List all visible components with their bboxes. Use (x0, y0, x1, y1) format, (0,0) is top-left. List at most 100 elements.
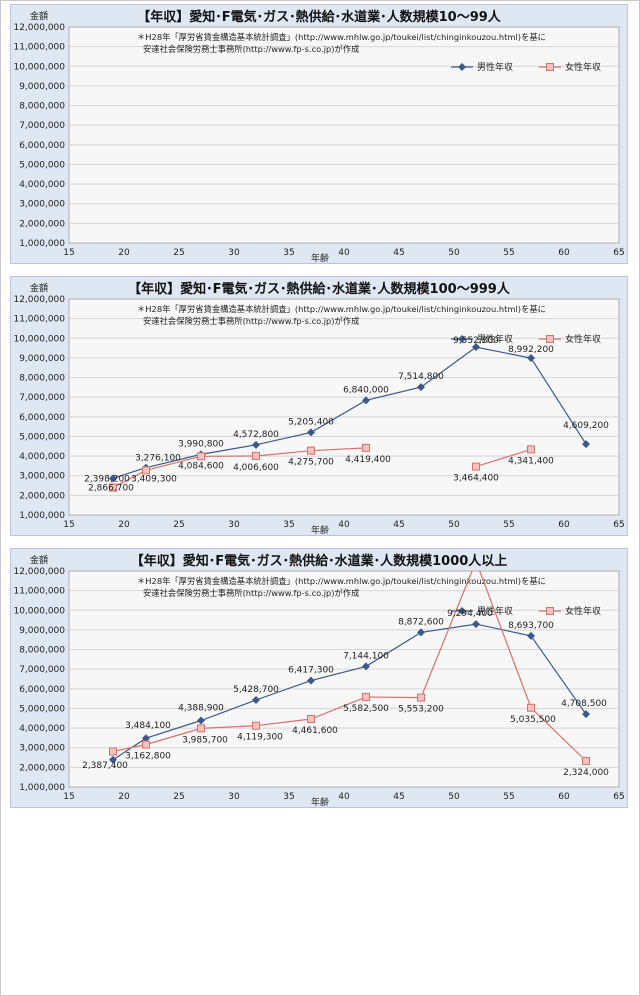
x-tick-label: 65 (613, 248, 624, 258)
female-data-point (362, 693, 370, 702)
y-tick-label: 12,000,000 (13, 23, 65, 33)
y-tick-label: 8,000,000 (19, 646, 65, 656)
y-tick-label: 9,000,000 (19, 354, 65, 364)
y-tick-label: 6,000,000 (19, 413, 65, 423)
x-tick-label: 50 (448, 248, 460, 258)
female-data-point (417, 693, 425, 702)
y-tick-label: 7,000,000 (19, 393, 65, 403)
male-data-point (472, 343, 480, 352)
plot-area (68, 298, 620, 516)
x-tick-label: 55 (503, 248, 514, 258)
legend-male-label: 男性年収 (477, 61, 513, 73)
x-tick-label: 45 (393, 248, 404, 258)
legend-female-marker (546, 335, 554, 343)
female-data-point (109, 747, 117, 756)
y-tick-label: 1,000,000 (19, 239, 65, 249)
male-data-point (417, 628, 425, 637)
y-tick-label: 4,000,000 (19, 452, 65, 462)
male-series-line (112, 346, 587, 479)
female-data-point (307, 446, 315, 455)
x-tick-label: 60 (558, 792, 570, 802)
female-data-label: 4,419,400 (345, 455, 391, 465)
y-axis-label: 金額 (30, 10, 48, 22)
y-tick-label: 9,000,000 (19, 82, 65, 92)
female-data-label: 4,006,600 (233, 463, 279, 473)
x-tick-label: 15 (63, 520, 74, 530)
x-tick-label: 40 (338, 520, 350, 530)
male-data-label: 9,294,400 (447, 609, 493, 619)
y-tick-label: 8,000,000 (19, 374, 65, 384)
female-data-label: 3,990,800 (178, 439, 224, 449)
x-tick-label: 20 (118, 792, 130, 802)
y-tick-label: 1,000,000 (19, 511, 65, 521)
x-tick-label: 45 (393, 792, 404, 802)
x-tick-label: 25 (173, 520, 184, 530)
female-data-point (582, 757, 590, 766)
x-axis-label: 年齢 (311, 252, 329, 263)
male-data-point (582, 440, 590, 449)
legend-male-marker (458, 63, 466, 71)
male-data-label: 5,205,400 (288, 417, 334, 427)
chart-title: 【年収】愛知･F電気･ガス･熱供給･水道業･人数規模1000人以上 (131, 553, 508, 569)
male-data-point (109, 474, 117, 483)
x-tick-label: 40 (338, 792, 350, 802)
female-data-point (362, 443, 370, 452)
female-data-point (197, 452, 205, 461)
female-data-label: 3,985,700 (182, 735, 228, 745)
x-tick-label: 50 (448, 520, 460, 530)
male-data-label: 4,388,900 (178, 703, 224, 713)
male-data-label: 4,572,800 (233, 430, 279, 440)
legend: 男性年収 女性年収 (451, 333, 601, 345)
legend-male-marker (458, 335, 466, 343)
male-data-point (197, 716, 205, 725)
y-tick-label: 2,000,000 (19, 491, 65, 501)
legend-female-marker (546, 607, 554, 615)
male-data-label: 2,866,700 (88, 483, 134, 493)
x-tick-label: 65 (613, 520, 624, 530)
x-tick-label: 15 (63, 792, 74, 802)
chart-svg-10-99: 1,000,000 2,000,000 3,000,000 4,000,000 5,00… (13, 9, 624, 263)
source-note-line2: 安達社会保険労務士事務所(http://www.fp-s.co.jp)が作成 (143, 588, 359, 598)
female-data-label: 3,276,100 (135, 453, 181, 463)
male-data-point (142, 734, 150, 743)
y-tick-label: 11,000,000 (13, 43, 65, 53)
male-data-label: 6,840,000 (343, 385, 389, 395)
source-note-line1: ＊H28年「厚労省賃金構造基本統計調査」(http://www.mhlw.go.… (137, 576, 546, 586)
male-data-label: 8,872,600 (398, 617, 444, 627)
legend-female-label: 女性年収 (565, 61, 601, 73)
male-data-point (582, 710, 590, 719)
chart-panel-10-99: 1,000,000 2,000,000 3,000,000 4,000,000 5,00… (10, 4, 628, 264)
x-tick-label: 55 (503, 792, 514, 802)
male-data-label: 5,428,700 (233, 685, 279, 695)
legend-female-label: 女性年収 (565, 605, 601, 617)
source-note-line2: 安達社会保険労務士事務所(http://www.fp-s.co.jp)が作成 (143, 316, 359, 326)
male-data-label: 9,552,800 (453, 336, 499, 346)
female-data-point (252, 451, 260, 460)
female-data-label: 3,162,800 (125, 752, 171, 762)
female-series-line (112, 447, 367, 489)
x-tick-label: 25 (173, 792, 184, 802)
female-data-label: 4,119,300 (237, 733, 283, 743)
male-data-label: 3,484,100 (125, 721, 171, 731)
female-data-label: 2,398,200 (84, 475, 130, 485)
x-tick-label: 60 (558, 248, 570, 258)
male-data-label: 4,084,600 (178, 461, 224, 471)
x-tick-label: 35 (283, 520, 294, 530)
y-tick-label: 8,000,000 (19, 102, 65, 112)
female-data-point (307, 715, 315, 724)
y-tick-label: 2,000,000 (19, 763, 65, 773)
y-tick-label: 11,000,000 (13, 587, 65, 597)
x-tick-label: 50 (448, 792, 460, 802)
x-tick-label: 30 (228, 248, 240, 258)
male-data-label: 3,409,300 (131, 475, 177, 485)
y-tick-label: 7,000,000 (19, 121, 65, 131)
plot-series (109, 571, 590, 766)
female-data-label: 5,582,500 (343, 704, 389, 714)
male-data-point (362, 662, 370, 671)
female-series-line (112, 571, 587, 762)
y-tick-label: 5,000,000 (19, 432, 65, 442)
female-data-label: 4,461,600 (292, 726, 338, 736)
legend-male-marker (458, 607, 466, 615)
x-tick-label: 65 (613, 792, 624, 802)
